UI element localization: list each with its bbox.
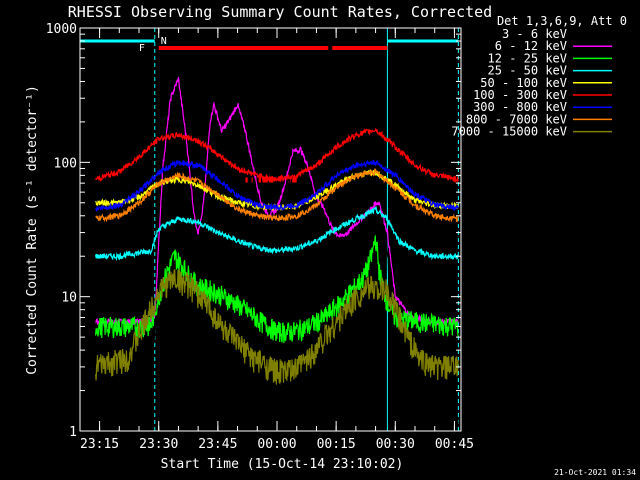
y-axis-label: Corrected Count Rate (s⁻¹ detector⁻¹): [25, 85, 40, 375]
x-tick-label: 00:00: [257, 437, 296, 452]
legend-entry: 25 - 50 keV: [488, 64, 567, 78]
x-axis-label: Start Time (15-Oct-14 23:10:02): [161, 457, 404, 472]
y-tick-label: 1000: [46, 22, 77, 37]
legend-entry: 12 - 25 keV: [488, 51, 567, 65]
legend-entry: 800 - 7000 keV: [466, 112, 567, 126]
series-line: [95, 168, 459, 212]
plot-area: NF: [80, 28, 459, 431]
x-tick-label: 00:45: [435, 437, 474, 452]
series-line: [95, 205, 459, 262]
legend-entry: 100 - 300 keV: [473, 88, 567, 102]
x-tick-label: 23:15: [80, 437, 119, 452]
x-tick-label: 23:45: [198, 437, 237, 452]
chart-title: RHESSI Observing Summary Count Rates, Co…: [68, 3, 492, 21]
legend-title: Det 1,3,6,9, Att 0: [497, 14, 627, 28]
night-flag-label: N: [161, 36, 167, 47]
legend-entry: 3 - 6 keV: [502, 27, 567, 41]
y-axis: 1 10 100 1000: [46, 22, 461, 440]
y-tick-label: 10: [61, 291, 77, 306]
y-tick-label: 1: [69, 425, 77, 440]
flare-flag-label: F: [139, 43, 145, 54]
x-axis: 23:15 23:30 23:45 00:00 00:15 00:30 00:45: [80, 28, 474, 452]
legend-entry: 50 - 100 keV: [480, 76, 567, 90]
legend-entry: 6 - 12 keV: [495, 39, 567, 53]
series-line: [95, 127, 459, 184]
x-tick-label: 00:30: [376, 437, 415, 452]
series-line: [95, 268, 459, 385]
series-line: [95, 168, 459, 223]
legend-entry: 300 - 800 keV: [473, 100, 567, 114]
legend-entry: 7000 - 15000 keV: [451, 125, 567, 139]
timestamp: 21-Oct-2021 01:34: [554, 468, 636, 477]
plot-frame: [79, 27, 462, 432]
x-tick-label: 23:30: [139, 437, 178, 452]
x-tick-label: 00:15: [317, 437, 356, 452]
series-line: [95, 159, 459, 212]
series-layer: [95, 76, 459, 431]
series-line: [95, 76, 459, 327]
y-tick-label: 100: [54, 156, 77, 171]
